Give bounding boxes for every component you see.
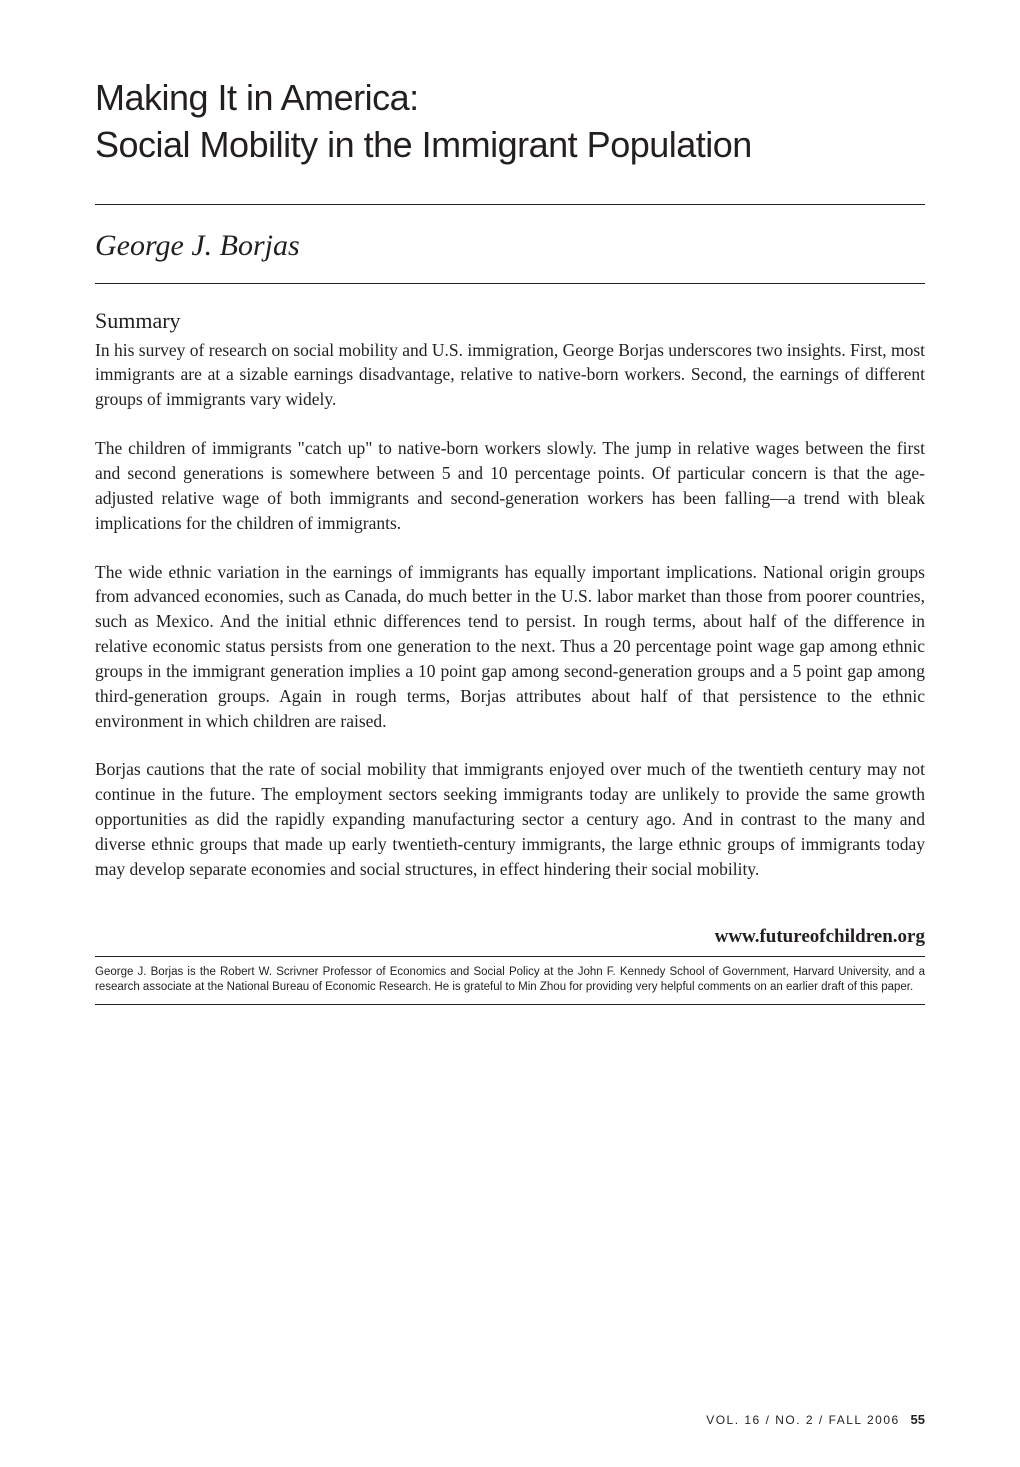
summary-heading: Summary (95, 308, 925, 334)
issue-info: VOL. 16 / NO. 2 / FALL 2006 (706, 1413, 899, 1427)
horizontal-rule (95, 283, 925, 284)
page-number: 55 (911, 1412, 925, 1427)
page-footer: VOL. 16 / NO. 2 / FALL 2006 55 (706, 1412, 925, 1427)
author-bio: George J. Borjas is the Robert W. Scrivn… (95, 965, 925, 996)
horizontal-rule (95, 1004, 925, 1005)
summary-paragraph-1: In his survey of research on social mobi… (95, 338, 925, 413)
website-url: www.futureofchildren.org (95, 926, 925, 948)
title-line-1: Making It in America: (95, 75, 925, 122)
summary-paragraph-3: The wide ethnic variation in the earning… (95, 560, 925, 734)
horizontal-rule (95, 204, 925, 205)
summary-paragraph-4: Borjas cautions that the rate of social … (95, 757, 925, 881)
author-name: George J. Borjas (95, 229, 925, 263)
summary-paragraph-2: The children of immigrants "catch up" to… (95, 436, 925, 535)
article-title-block: Making It in America: Social Mobility in… (95, 75, 925, 169)
title-line-2: Social Mobility in the Immigrant Populat… (95, 122, 925, 169)
horizontal-rule (95, 956, 925, 957)
